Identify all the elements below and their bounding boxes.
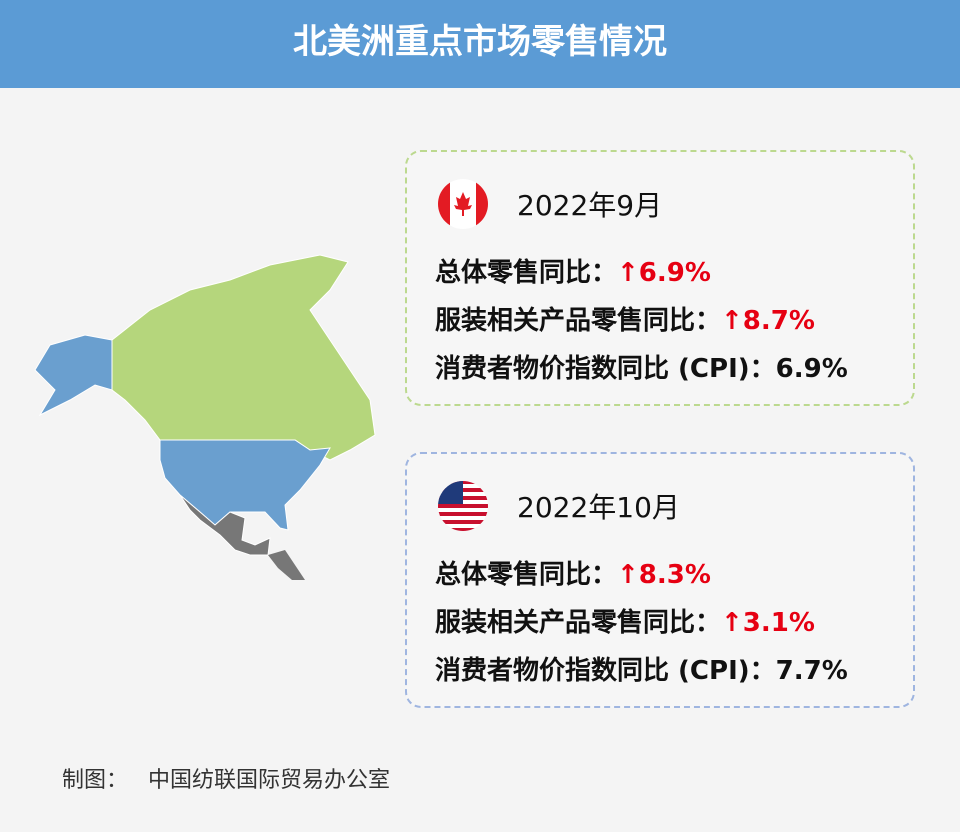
- usa: [159, 439, 331, 531]
- credit: 制图： 中国纺联国际贸易办公室: [62, 762, 390, 794]
- credit-label: 制图：: [62, 768, 129, 793]
- stat-value: ↑6.9%: [617, 258, 711, 288]
- stat-value: 7.7%: [775, 656, 848, 686]
- stat-row: 总体零售同比：↑8.3%: [435, 554, 711, 591]
- stat-label: 总体零售同比：: [435, 560, 618, 590]
- canada: [111, 254, 376, 461]
- stat-value: 6.9%: [775, 354, 848, 384]
- stat-value: ↑3.1%: [721, 608, 815, 638]
- stat-label: 服装相关产品零售同比：: [435, 306, 722, 336]
- stat-label: 消费者物价指数同比 (CPI)：: [435, 656, 776, 686]
- stat-row: 服装相关产品零售同比：↑3.1%: [435, 602, 815, 639]
- mexico: [179, 494, 271, 556]
- credit-source: 中国纺联国际贸易办公室: [148, 768, 391, 793]
- usa-card: 2022年10月 总体零售同比：↑8.3% 服装相关产品零售同比：↑3.1% 消…: [405, 452, 915, 708]
- stat-value: ↑8.3%: [617, 560, 711, 590]
- alaska: [34, 334, 113, 417]
- canada-flag: [438, 179, 488, 229]
- north-america-map: [34, 254, 376, 580]
- title: 北美洲重点市场零售情况: [0, 0, 960, 88]
- stat-label: 消费者物价指数同比 (CPI)：: [435, 354, 776, 384]
- usa-flag: [438, 481, 488, 531]
- date: 2022年9月: [517, 189, 663, 222]
- stat-value: ↑8.7%: [721, 306, 815, 336]
- canada-card: 2022年9月 总体零售同比：↑6.9% 服装相关产品零售同比：↑8.7% 消费…: [405, 150, 915, 406]
- stat-label: 服装相关产品零售同比：: [435, 608, 722, 638]
- central-america: [268, 550, 305, 580]
- stat-row: 服装相关产品零售同比：↑8.7%: [435, 300, 815, 337]
- stat-row: 总体零售同比：↑6.9%: [435, 252, 711, 289]
- stat-label: 总体零售同比：: [435, 258, 618, 288]
- stat-row: 消费者物价指数同比 (CPI)：6.9%: [435, 348, 848, 385]
- stat-row: 消费者物价指数同比 (CPI)：7.7%: [435, 650, 848, 687]
- date: 2022年10月: [517, 491, 680, 524]
